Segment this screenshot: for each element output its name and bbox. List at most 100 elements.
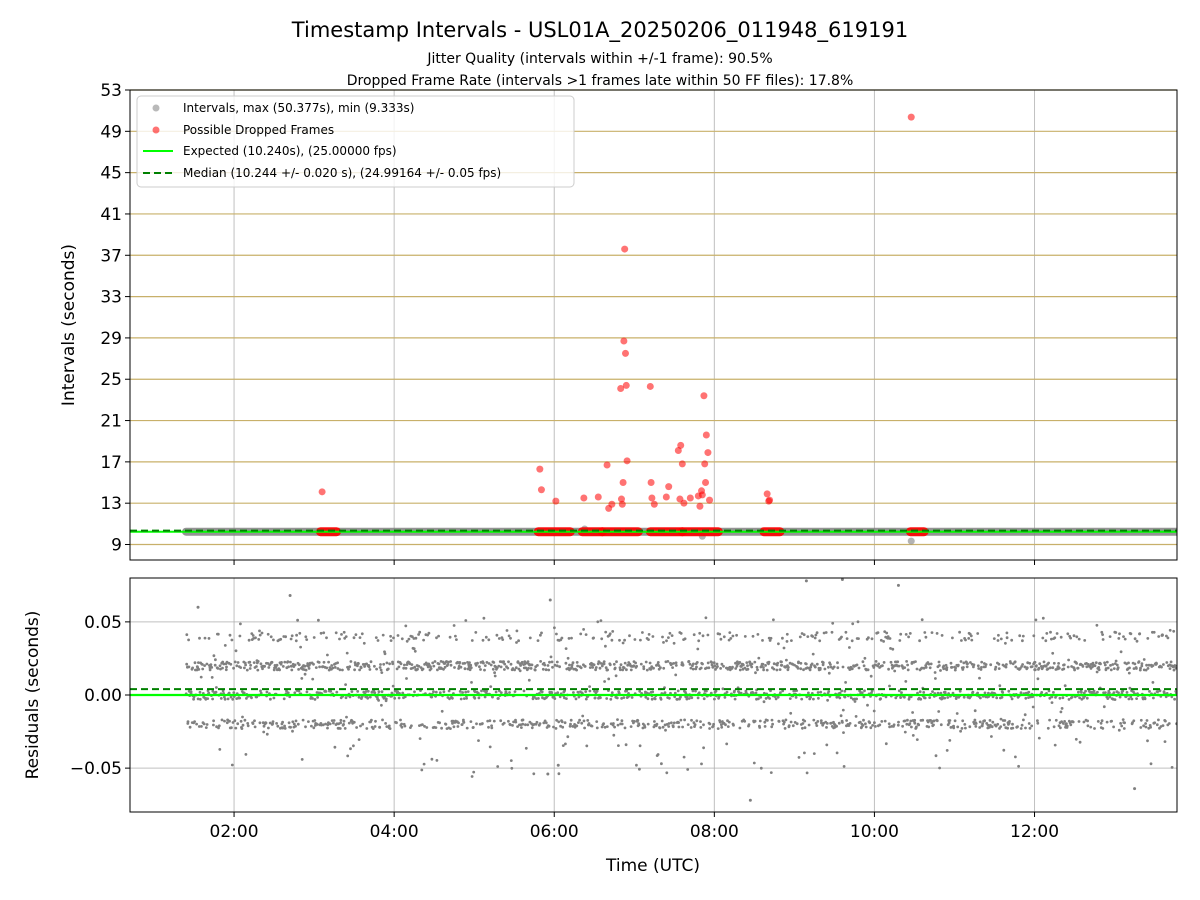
residual-point — [291, 720, 295, 724]
dropped-frame-point — [678, 460, 686, 468]
residual-point — [898, 639, 902, 642]
residual-point — [430, 757, 434, 761]
residual-point — [366, 689, 370, 693]
residual-point — [1127, 697, 1131, 701]
residual-point — [816, 720, 820, 723]
residual-point — [536, 639, 540, 642]
residual-point — [1146, 667, 1150, 670]
residual-point — [265, 732, 269, 736]
residual-point — [799, 667, 803, 671]
residual-point — [368, 668, 372, 671]
residual-point — [1028, 661, 1032, 665]
residual-point — [1078, 696, 1081, 700]
residual-point — [286, 691, 290, 695]
residual-point — [242, 691, 246, 695]
residual-point — [969, 661, 972, 664]
residual-point — [229, 662, 233, 666]
residual-point — [520, 726, 523, 729]
residual-point — [1127, 671, 1131, 675]
residual-point — [1052, 725, 1056, 729]
residual-point — [1005, 636, 1009, 640]
residual-point — [821, 663, 825, 667]
residual-point — [345, 651, 349, 655]
residual-point — [521, 718, 525, 722]
residual-point — [707, 666, 711, 670]
residual-point — [212, 654, 216, 658]
residual-point — [722, 664, 725, 668]
dropped-frame-point — [763, 490, 771, 498]
residual-point — [906, 663, 909, 667]
intervals-y-tick-label: 33 — [100, 288, 122, 308]
residual-point — [1077, 637, 1081, 641]
residual-point — [413, 690, 416, 694]
residual-point — [913, 721, 917, 725]
residual-point — [973, 718, 977, 722]
residual-point — [802, 633, 806, 637]
residual-point — [1040, 691, 1044, 694]
residual-point — [753, 719, 757, 723]
residual-point — [244, 663, 248, 667]
residual-point — [1057, 724, 1061, 728]
residual-point — [297, 689, 301, 693]
residual-point — [843, 689, 847, 693]
residual-point — [761, 639, 764, 642]
residual-point — [299, 645, 302, 649]
residual-point — [407, 637, 411, 641]
residual-point — [754, 671, 757, 675]
residual-point — [324, 722, 327, 726]
residual-point — [800, 632, 804, 635]
residual-point — [577, 695, 581, 699]
residual-point — [1018, 634, 1022, 638]
residual-point — [980, 666, 983, 669]
residual-point — [856, 620, 860, 624]
residual-point — [904, 680, 908, 683]
dropped-frame-point — [618, 500, 626, 508]
residual-point — [247, 638, 251, 642]
residual-point — [225, 665, 228, 669]
residual-point — [1113, 662, 1117, 665]
residual-point — [202, 722, 206, 726]
residual-point — [568, 724, 572, 728]
residual-point — [595, 720, 599, 723]
residual-point — [1119, 650, 1123, 654]
residual-point — [829, 663, 832, 666]
residual-point — [213, 663, 217, 667]
residual-point — [767, 660, 771, 664]
residual-point — [355, 726, 358, 729]
residual-point — [546, 772, 550, 776]
residual-point — [246, 722, 250, 725]
residual-point — [199, 675, 203, 679]
residual-point — [705, 666, 709, 670]
residual-point — [661, 635, 664, 639]
residual-point — [800, 697, 804, 701]
residual-point — [798, 635, 802, 639]
residual-point — [1071, 720, 1075, 724]
residual-point — [722, 635, 726, 639]
residual-point — [664, 728, 667, 732]
residual-point — [887, 722, 891, 726]
residual-point — [418, 630, 422, 634]
residual-point — [900, 691, 903, 694]
residual-point — [509, 636, 512, 640]
residual-point — [523, 660, 527, 664]
residual-point — [804, 579, 808, 583]
residual-point — [1111, 663, 1115, 666]
residual-point — [948, 719, 952, 722]
residual-point — [943, 696, 947, 700]
residual-point — [1110, 719, 1113, 723]
residual-point — [679, 632, 683, 635]
residual-point — [922, 691, 926, 694]
residual-point — [451, 696, 454, 700]
residual-point — [379, 663, 382, 666]
residual-point — [803, 726, 807, 730]
residual-point — [1050, 637, 1053, 641]
residual-point — [283, 660, 287, 664]
residual-point — [516, 725, 519, 728]
residual-point — [788, 697, 792, 700]
residual-point — [999, 717, 1003, 721]
residual-point — [417, 633, 420, 636]
residual-point — [231, 697, 235, 701]
residual-point — [618, 668, 622, 672]
residual-point — [600, 637, 604, 641]
residuals-data — [130, 578, 1177, 802]
